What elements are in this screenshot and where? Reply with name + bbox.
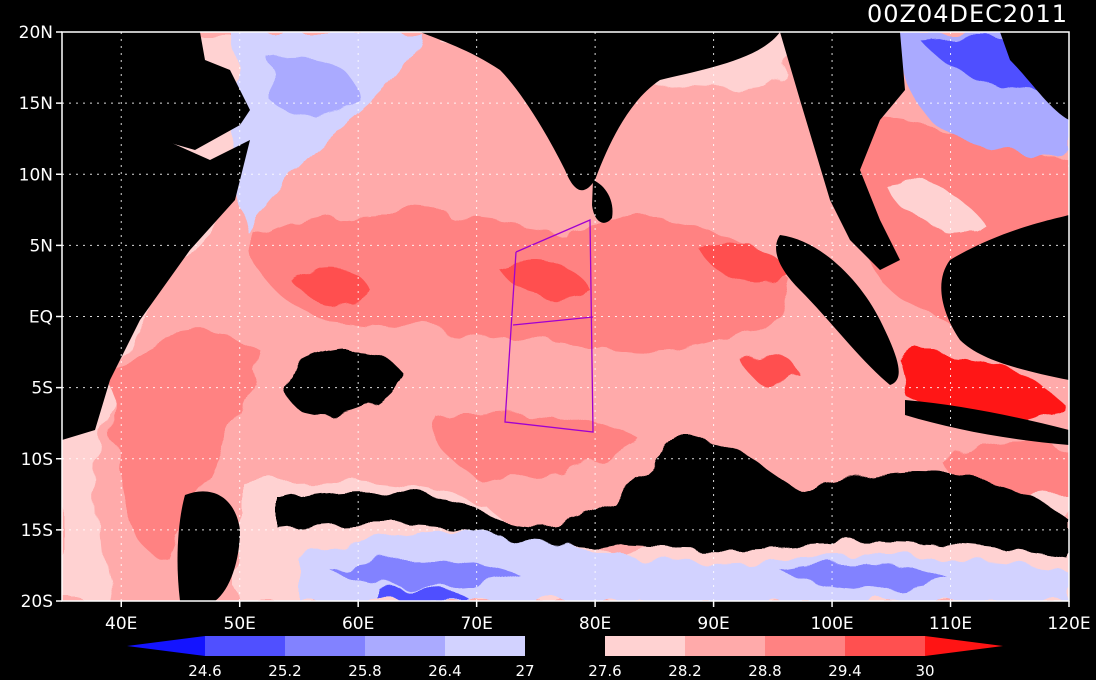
colorbar-tick-label: 30 — [915, 662, 934, 680]
lat-label: 5S — [31, 379, 53, 399]
colorbar-segment — [845, 636, 925, 656]
region-outline — [504, 219, 594, 433]
colorbar-tick-label: 25.2 — [268, 662, 301, 680]
lon-label: 90E — [697, 614, 729, 634]
lon-label: 50E — [224, 614, 256, 634]
colorbar-arrow-low — [127, 636, 205, 656]
colorbar-tick-label: 28.8 — [748, 662, 781, 680]
lat-label: 20N — [19, 23, 53, 43]
lon-label: 120E — [1047, 614, 1090, 634]
longitude-labels: 40E 50E 60E 70E 80E 90E 100E 110E 120E — [105, 614, 1091, 634]
colorbar-tick-label: 28.2 — [668, 662, 701, 680]
timestamp-title: 00Z04DEC2011 — [867, 0, 1068, 28]
colorbar-segment — [365, 636, 445, 656]
lon-label: 100E — [810, 614, 853, 634]
lon-label: 80E — [579, 614, 611, 634]
latitude-labels: 20N 15N 10N 5N EQ 5S 10S 15S 20S — [19, 23, 53, 612]
lat-label: 10S — [21, 450, 53, 470]
colorbar-segment — [205, 636, 285, 656]
lon-label: 110E — [929, 614, 972, 634]
colorbar-tick-label: 27 — [515, 662, 534, 680]
lon-label: 70E — [460, 614, 492, 634]
land-masses — [62, 32, 1069, 601]
colorbar-segment — [765, 636, 845, 656]
colorbar-tick-label: 25.8 — [348, 662, 381, 680]
lat-label: EQ — [29, 308, 53, 328]
lon-label: 40E — [105, 614, 137, 634]
map-ticks — [56, 31, 1070, 607]
lat-label: 20S — [21, 592, 53, 612]
colorbar-tick-label: 26.4 — [428, 662, 461, 680]
lat-label: 15S — [21, 521, 53, 541]
colorbar-tick-label: 29.4 — [828, 662, 861, 680]
colorbar-tick-label: 27.6 — [588, 662, 621, 680]
colorbar-segment — [285, 636, 365, 656]
colorbar-segment — [525, 636, 605, 656]
colorbar — [127, 636, 1003, 656]
colorbar-segment — [605, 636, 685, 656]
lat-label: 15N — [19, 94, 53, 114]
map-plot-area — [62, 32, 1069, 601]
lat-label: 5N — [29, 236, 53, 256]
colorbar-tick-label: 24.6 — [188, 662, 221, 680]
colorbar-labels: 24.6 25.2 25.8 26.4 27 27.6 28.2 28.8 29.4 30 — [188, 662, 934, 680]
colorbar-arrow-high — [925, 636, 1003, 656]
sst-cool-regions — [230, 32, 1069, 601]
lat-label: 10N — [19, 165, 53, 185]
colorbar-segment — [445, 636, 525, 656]
lon-label: 60E — [342, 614, 374, 634]
colorbar-segment — [685, 636, 765, 656]
